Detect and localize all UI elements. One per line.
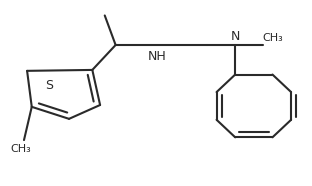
Text: CH₃: CH₃	[262, 33, 283, 43]
Text: S: S	[45, 79, 53, 92]
Text: CH₃: CH₃	[11, 144, 31, 154]
Text: NH: NH	[148, 50, 167, 62]
Text: N: N	[231, 30, 240, 43]
